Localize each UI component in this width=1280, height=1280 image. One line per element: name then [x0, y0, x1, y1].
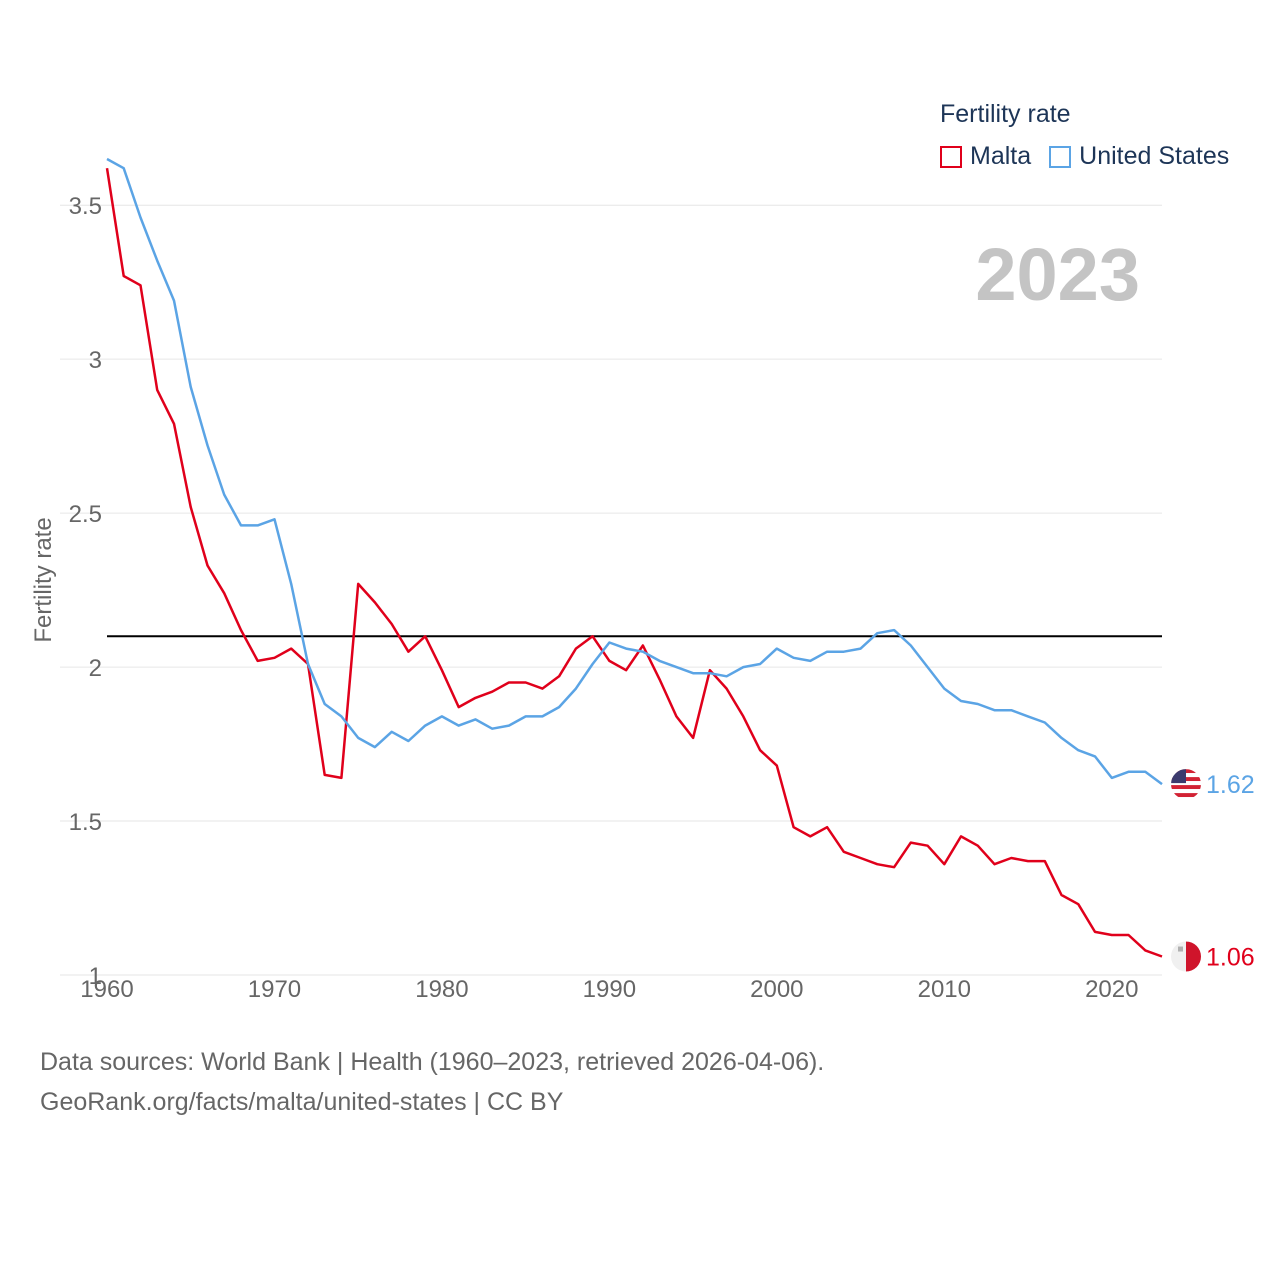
y-axis-label: Fertility rate [30, 517, 57, 642]
end-value-united-states: 1.62 [1206, 771, 1255, 799]
flag-united-states-icon [1171, 769, 1201, 800]
legend-title: Fertility rate [940, 100, 1071, 128]
y-axis: 1 1.5 2 2.5 3 3.5 [69, 193, 102, 990]
legend-label-united-states: United States [1079, 142, 1230, 170]
end-value-malta: 1.06 [1206, 944, 1255, 972]
y-tick-label: 3 [89, 347, 102, 374]
series-line-malta [105, 168, 1163, 958]
year-label: 2023 [975, 233, 1140, 316]
x-tick-label: 2020 [1085, 976, 1138, 1003]
end-marker-united-states: 1.62 [1171, 769, 1255, 800]
legend-swatch-malta [940, 145, 962, 168]
legend: Malta United States [940, 142, 1247, 171]
grid [60, 204, 1162, 976]
y-tick-label: 1.5 [69, 809, 102, 836]
footer: Data sources: World Bank | Health (1960–… [40, 1042, 824, 1122]
series-line-united-states [106, 157, 1163, 786]
legend-item-malta[interactable]: Malta [940, 142, 1031, 171]
y-tick-label: 1 [89, 963, 102, 990]
series-group [105, 157, 1163, 958]
x-tick-label: 1970 [248, 976, 301, 1003]
footer-link[interactable]: GeoRank.org/facts/malta/united-states | … [40, 1088, 564, 1116]
end-labels: 1.06 1.62 [1171, 769, 1255, 972]
y-tick-label: 2.5 [69, 501, 102, 528]
x-tick-label: 1980 [415, 976, 468, 1003]
x-tick-label: 2010 [918, 976, 971, 1003]
x-axis: 1960 1970 1980 1990 2000 2010 2020 [80, 976, 1138, 1003]
x-tick-label: 1960 [80, 976, 133, 1003]
footer-sources: Data sources: World Bank | Health (1960–… [40, 1048, 825, 1076]
x-tick-label: 1990 [583, 976, 636, 1003]
end-marker-malta: 1.06 [1171, 941, 1255, 972]
legend-item-united-states[interactable]: United States [1049, 142, 1229, 171]
legend-label-malta: Malta [970, 142, 1032, 170]
x-tick-label: 2000 [750, 976, 803, 1003]
legend-swatch-united-states [1049, 145, 1072, 168]
y-tick-label: 2 [89, 655, 102, 682]
flag-malta-icon [1171, 941, 1201, 972]
y-tick-label: 3.5 [69, 193, 102, 220]
